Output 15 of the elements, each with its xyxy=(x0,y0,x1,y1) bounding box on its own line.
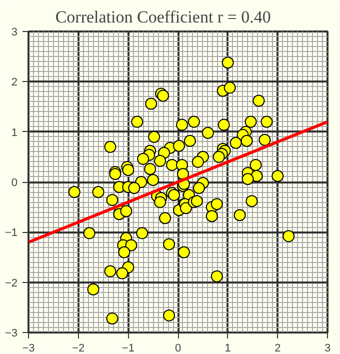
y-tick-label: 2 xyxy=(11,76,18,89)
x-tick-label: 0 xyxy=(174,342,182,354)
x-tick-label: 1 xyxy=(224,342,231,354)
y-tick-label: −3 xyxy=(4,328,18,340)
x-tick-label: −2 xyxy=(72,342,85,354)
y-tick-label: 3 xyxy=(11,26,18,38)
x-tick-label: −1 xyxy=(122,342,134,354)
x-tick-label: 2 xyxy=(274,342,281,354)
y-tick-label: 1 xyxy=(11,126,18,139)
chart-title: Correlation Coefficient r = 0.40 xyxy=(55,8,271,26)
y-tick-label: −1 xyxy=(4,227,18,240)
x-tick-label: −3 xyxy=(22,342,35,354)
y-tick-label: −2 xyxy=(4,277,18,290)
x-tick-label: 3 xyxy=(324,342,331,354)
y-tick-label: 0 xyxy=(11,177,18,189)
